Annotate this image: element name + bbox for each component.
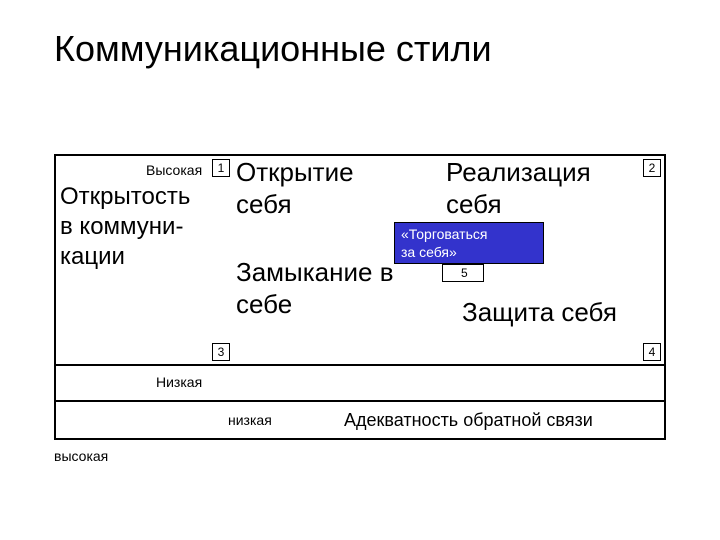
q2-line2: себя: [446, 189, 502, 219]
q4-line1: Защита себя: [462, 297, 617, 327]
q1-line2: себя: [236, 189, 292, 219]
y-low-label: Низкая: [156, 374, 202, 390]
q1-line1: Открытие: [236, 157, 354, 187]
quadrant-number-4: 4: [643, 343, 661, 361]
y-axis-line2: в коммуни-: [60, 213, 183, 240]
quadrant-number-1: 1: [212, 159, 230, 177]
center-line1: «Торговаться: [401, 226, 487, 242]
x-high-label: высокая: [54, 448, 108, 464]
y-axis-label: Открытость в коммуни- кации: [60, 182, 190, 272]
center-line2: за себя»: [401, 244, 457, 260]
y-axis-line1: Открытость: [60, 183, 190, 210]
page-title: Коммуникационные стили: [54, 28, 492, 70]
grid-mid-row: Низкая: [56, 366, 664, 402]
quadrant-4-text: Защита себя: [462, 296, 617, 328]
center-box: «Торговаться за себя»: [394, 222, 544, 264]
center-number-5: 5: [442, 264, 484, 282]
q3-line1: Замыкание: [236, 257, 372, 287]
y-high-label: Высокая: [146, 162, 202, 178]
grid-bot-row: низкая Адекватность обратной связи: [56, 402, 664, 440]
q3-v: в: [380, 257, 394, 287]
quadrant-number-2: 2: [643, 159, 661, 177]
quadrant-number-3: 3: [212, 343, 230, 361]
diagram-frame: Высокая Открытость в коммуни- кации 1 2 …: [54, 154, 666, 440]
quadrant-1-text: Открытие себя: [236, 156, 354, 220]
q2-line1: Реализация: [446, 157, 591, 187]
quadrant-3-text: Замыкание в себе: [236, 256, 394, 320]
quadrant-2-text: Реализация себя: [446, 156, 591, 220]
x-low-label: низкая: [228, 412, 272, 428]
y-axis-line3: кации: [60, 243, 125, 270]
x-axis-label: Адекватность обратной связи: [344, 410, 593, 431]
grid-top-row: Высокая Открытость в коммуни- кации 1 2 …: [56, 156, 664, 366]
q3-line2: себе: [236, 289, 292, 319]
